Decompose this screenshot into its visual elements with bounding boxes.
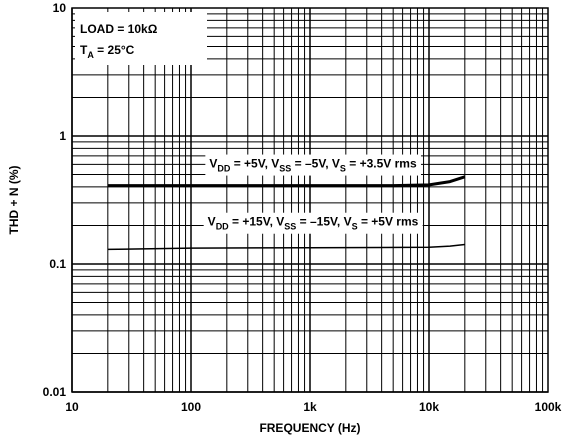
x-tick-label: 100: [181, 400, 201, 414]
y-axis-label: THD + N (%): [7, 165, 21, 234]
x-tick-label: 100k: [535, 400, 562, 414]
annotations: LOAD = 10kΩ TA = 25°C: [75, 12, 207, 65]
temperature-annotation: TA = 25°C: [80, 43, 135, 60]
conditions-box: [75, 12, 207, 65]
y-tick-label: 0.1: [49, 257, 66, 271]
grid: [71, 8, 548, 393]
series-line-2: [107, 243, 465, 251]
series: [107, 175, 466, 251]
series-label-1: VDD = +5V, VSS = –5V, VS = +3.5V rms: [209, 157, 417, 174]
load-annotation: LOAD = 10kΩ: [80, 22, 158, 36]
x-tick-label: 10k: [419, 400, 439, 414]
series-label-2: VDD = +15V, VSS = –15V, VS = +5V rms: [208, 215, 419, 232]
plot-border: [71, 7, 549, 393]
series-label-background: [205, 154, 421, 176]
y-tick-label: 0.01: [43, 385, 67, 399]
y-tick-label: 10: [53, 1, 67, 15]
series-line-1: [107, 175, 466, 188]
x-axis-label: FREQUENCY (Hz): [259, 421, 360, 435]
x-tick-label: 1k: [303, 400, 317, 414]
series-labels: VDD = +5V, VSS = –5V, VS = +3.5V rms VDD …: [203, 154, 423, 234]
series-label-background: [203, 212, 423, 234]
y-tick-label: 1: [59, 129, 66, 143]
x-tick-label: 10: [65, 400, 79, 414]
tick-labels: 10 100 1k 10k 100k 10 1 0.1 0.01: [43, 1, 562, 414]
